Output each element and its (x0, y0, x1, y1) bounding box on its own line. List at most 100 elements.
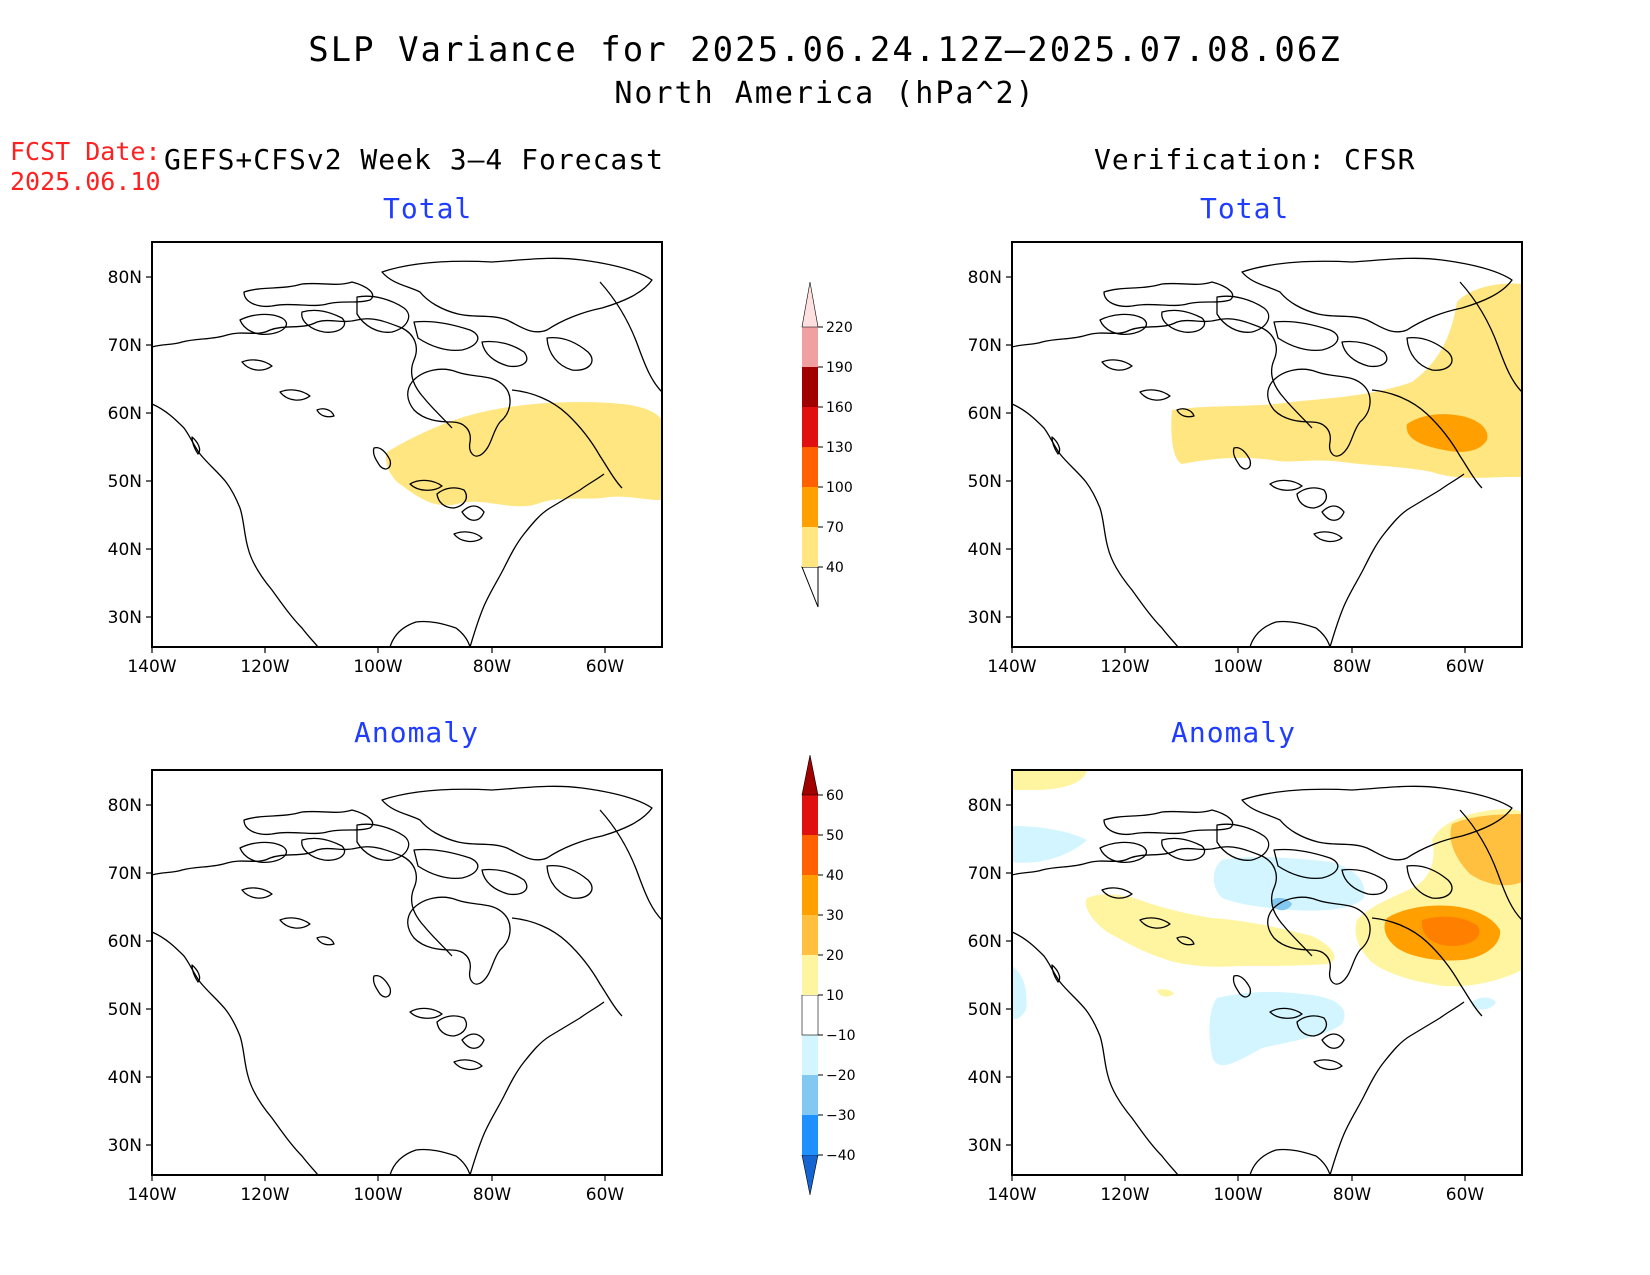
lat-tick-label: 70N (108, 336, 142, 356)
lon-tick-label: 100W (353, 657, 402, 677)
colorbar-segment (802, 915, 818, 955)
colorbar-label: 60 (826, 788, 844, 804)
colorbar-label: −10 (826, 1028, 856, 1044)
colorbar-label: 70 (826, 520, 844, 536)
colorbar-label: 130 (826, 440, 853, 456)
lat-tick-label: 60N (968, 932, 1002, 952)
map-verification-total (1011, 241, 1523, 648)
panel-title-forecast-anomaly: Anomaly (354, 716, 480, 749)
lat-tick-label: 40N (968, 540, 1002, 560)
lat-tick-label: 30N (968, 608, 1002, 628)
lon-tick-label: 60W (586, 1185, 625, 1205)
axis-labels: 80N 70N 60N 50N 40N 30N 140W 120W 100W 80W 60W 80N 7… (108, 268, 1485, 1205)
colorbar-segment (802, 1035, 818, 1075)
lat-tick-label: 70N (968, 864, 1002, 884)
lat-tick-label: 50N (108, 1000, 142, 1020)
lon-tick-label: 60W (586, 657, 625, 677)
lat-tick-label: 50N (968, 472, 1002, 492)
colorbar-label: 160 (826, 400, 853, 416)
lon-tick-label: 80W (1333, 657, 1372, 677)
lat-tick-label: 40N (968, 1068, 1002, 1088)
colorbar-upper-extension (801, 281, 819, 328)
colorbar-label: 50 (826, 828, 844, 844)
colorbar-segment (802, 447, 818, 487)
lon-tick-label: 60W (1446, 1185, 1485, 1205)
colorbar-label: −20 (826, 1068, 856, 1084)
colorbar-total: 40 70 100 130 160 190 220 (801, 281, 853, 608)
coastlines (151, 785, 663, 1176)
colorbar-label: −30 (826, 1108, 856, 1124)
panel-title-verification-total: Total (1200, 192, 1290, 225)
colorbar-label: 40 (826, 868, 844, 884)
lat-tick-label: 80N (108, 268, 142, 288)
colorbar-segment (802, 367, 818, 407)
lon-tick-label: 140W (127, 657, 176, 677)
panel-title-verification-anomaly: Anomaly (1171, 716, 1297, 749)
map-frame (1011, 769, 1523, 1176)
colorbar-segment (802, 1075, 818, 1115)
shading-forecast-total (386, 402, 662, 507)
colorbar-segment (802, 407, 818, 447)
colorbar-label: 220 (826, 320, 853, 336)
forecast-date-block: FCST Date: 2025.06.10 (10, 137, 161, 197)
forecast-date-value: 2025.06.10 (10, 167, 161, 196)
lon-tick-label: 140W (987, 657, 1036, 677)
lat-tick-label: 80N (968, 796, 1002, 816)
colorbar-anomaly: −40 −30 −20 −10 10 20 30 40 50 60 (801, 754, 856, 1196)
lon-tick-label: 80W (1333, 1185, 1372, 1205)
forecast-header: GEFS+CFSv2 Week 3–4 Forecast (164, 143, 665, 176)
lon-tick-label: 100W (1213, 1185, 1262, 1205)
lon-tick-label: 100W (1213, 657, 1262, 677)
forecast-date-label: FCST Date: (10, 137, 161, 166)
map-forecast-anomaly (151, 769, 663, 1176)
lat-tick-label: 70N (108, 864, 142, 884)
colorbar-segment (802, 527, 818, 567)
panel-title-forecast-total: Total (383, 192, 473, 225)
lon-tick-label: 60W (1446, 657, 1485, 677)
colorbar-lower-extension (801, 566, 819, 608)
lon-tick-label: 120W (240, 1185, 289, 1205)
lon-tick-label: 140W (127, 1185, 176, 1205)
map-frame (151, 769, 663, 1176)
shading-verification-total (1171, 283, 1522, 478)
lon-tick-label: 80W (473, 1185, 512, 1205)
colorbar-label: 10 (826, 988, 844, 1004)
map-frame (1011, 241, 1523, 648)
lat-tick-label: 40N (108, 540, 142, 560)
colorbar-label: 100 (826, 480, 853, 496)
map-forecast-total (151, 241, 663, 648)
colorbar-segment (802, 795, 818, 835)
colorbar-label: −40 (826, 1148, 856, 1164)
lon-tick-label: 120W (1100, 657, 1149, 677)
lat-tick-label: 30N (108, 608, 142, 628)
colorbar-label: 40 (826, 560, 844, 576)
lat-tick-label: 70N (968, 336, 1002, 356)
colorbar-segment (802, 875, 818, 915)
lat-tick-label: 80N (968, 268, 1002, 288)
colorbar-segment (802, 955, 818, 995)
lat-tick-label: 30N (968, 1136, 1002, 1156)
verification-header: Verification: CFSR (1094, 143, 1416, 176)
colorbar-segment (801, 994, 819, 1036)
colorbar-label: 190 (826, 360, 853, 376)
lon-tick-label: 120W (1100, 1185, 1149, 1205)
colorbar-segment (802, 1115, 818, 1155)
lat-tick-label: 30N (108, 1136, 142, 1156)
lat-tick-label: 60N (108, 404, 142, 424)
colorbar-upper-extension (801, 754, 819, 796)
lon-tick-label: 120W (240, 657, 289, 677)
lat-tick-label: 60N (968, 404, 1002, 424)
lat-tick-label: 40N (108, 1068, 142, 1088)
colorbar-lower-extension (801, 1154, 819, 1196)
lat-tick-label: 50N (108, 472, 142, 492)
lon-tick-label: 100W (353, 1185, 402, 1205)
colorbar-label: 30 (826, 908, 844, 924)
lon-tick-label: 80W (473, 657, 512, 677)
lat-tick-label: 80N (108, 796, 142, 816)
colorbar-segment (802, 487, 818, 527)
map-frame (151, 241, 663, 648)
lat-tick-label: 50N (968, 1000, 1002, 1020)
chart-title: SLP Variance for 2025.06.24.12Z–2025.07.… (308, 30, 1342, 70)
chart-subtitle: North America (hPa^2) (614, 76, 1036, 111)
